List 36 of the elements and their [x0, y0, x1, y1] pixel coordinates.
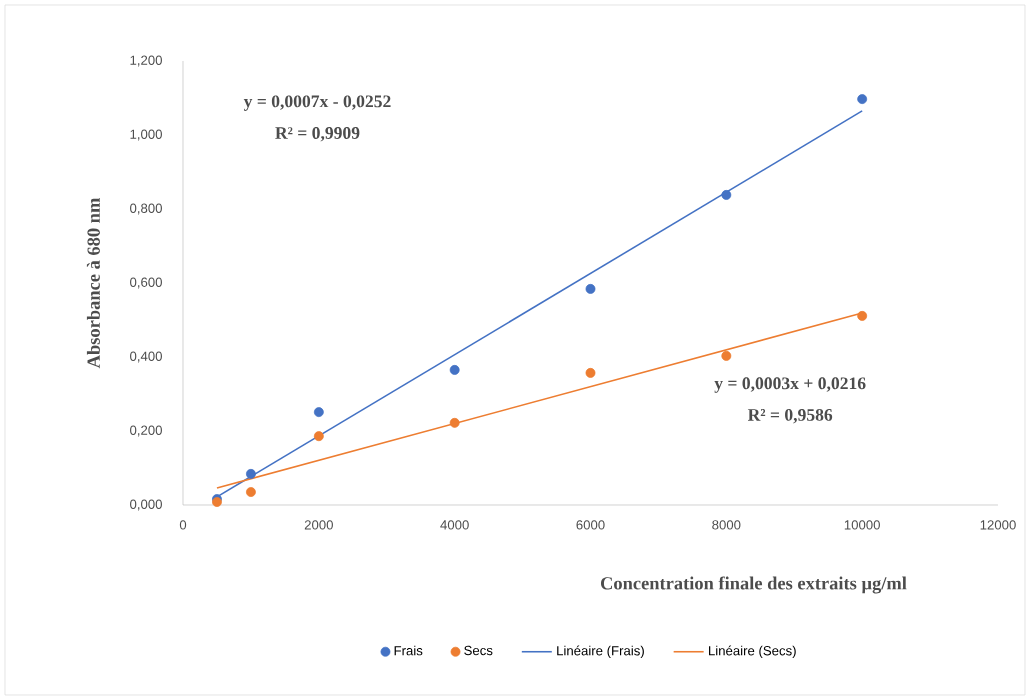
x-tick-label: 2000	[304, 520, 333, 530]
annotation: R² = 0,9909	[275, 127, 360, 142]
point	[585, 367, 596, 378]
point	[721, 350, 732, 361]
point	[313, 407, 324, 418]
y-tick-label: 0,600	[130, 277, 162, 289]
legend-label: Linéaire (Frais)	[557, 645, 644, 658]
point	[449, 417, 460, 428]
annotation: y = 0,0007x - 0,0252	[243, 95, 391, 111]
y-tick-label: 1,000	[130, 129, 162, 141]
y-tick-label: 0,200	[130, 425, 162, 437]
x-axis-title: Concentration finale des extraits µg/ml	[600, 576, 907, 594]
annotation: y = 0,0003x + 0,0216	[714, 377, 866, 393]
y-axis-title: Absorbance à 680 nm	[86, 197, 100, 369]
legend-label: Linéaire (Secs)	[709, 645, 796, 658]
annotation: R² = 0,9586	[747, 408, 833, 424]
y-tick-label: 0,400	[130, 351, 162, 363]
x-tick-label: 0	[179, 520, 187, 530]
point	[246, 468, 256, 479]
x-tick-label: 8000	[712, 520, 741, 530]
y-tick-label: 0,000	[130, 499, 162, 511]
point	[313, 431, 324, 442]
legend-label: Secs	[464, 645, 493, 656]
x-tick-label: 12000	[980, 520, 1016, 530]
legend-label: Frais	[394, 645, 423, 656]
y-tick-label: 0,800	[130, 203, 162, 215]
point	[721, 190, 732, 200]
x-tick-label: 6000	[576, 520, 605, 530]
y-tick-label: 1,200	[130, 55, 162, 67]
point	[857, 94, 868, 105]
point	[449, 365, 460, 375]
x-tick-label: 4000	[440, 520, 469, 530]
point	[246, 487, 256, 497]
x-tick-label: 10000	[844, 520, 880, 530]
point	[857, 311, 868, 321]
point	[585, 284, 596, 294]
